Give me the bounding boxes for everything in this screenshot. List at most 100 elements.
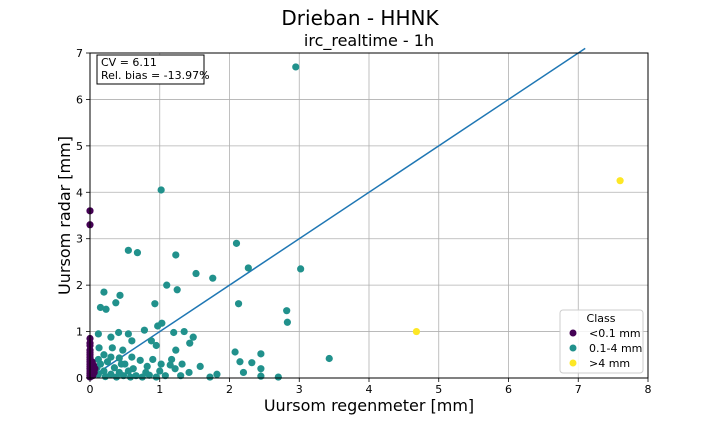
scatter-point xyxy=(297,265,305,273)
scatter-point xyxy=(124,367,132,375)
scatter-point xyxy=(292,63,300,71)
y-tick-label: 5 xyxy=(76,140,83,153)
scatter-point xyxy=(154,322,162,330)
scatter-point xyxy=(157,186,165,194)
scatter-point xyxy=(274,373,282,381)
y-tick-label: 0 xyxy=(76,372,83,385)
legend-marker-mid xyxy=(569,344,577,352)
scatter-point xyxy=(161,372,169,380)
scatter-point xyxy=(110,364,119,372)
axis-ticks: 0 1 2 3 4 5 6 7 8 0 1 2 3 4 5 6 7 xyxy=(76,47,652,396)
y-tick-label: 6 xyxy=(76,93,83,106)
x-tick-label: 1 xyxy=(156,383,163,396)
scatter-point xyxy=(206,373,214,381)
x-axis-label: Uursom regenmeter [mm] xyxy=(264,396,474,415)
y-tick-label: 3 xyxy=(76,233,83,246)
scatter-point xyxy=(248,359,256,367)
scatter-point xyxy=(185,368,193,377)
legend-label-high: >4 mm xyxy=(589,357,630,370)
scatter-point xyxy=(157,360,165,368)
scatter-point xyxy=(232,239,241,247)
scatter-point xyxy=(172,346,180,354)
y-tick-label: 4 xyxy=(76,186,83,199)
scatter-point xyxy=(149,355,157,364)
scatter-point xyxy=(168,355,176,364)
legend-marker-low xyxy=(569,329,577,337)
scatter-point xyxy=(119,346,127,354)
x-tick-label: 0 xyxy=(87,383,94,396)
scatter-point xyxy=(108,344,116,352)
scatter-point xyxy=(126,373,135,381)
scatter-point xyxy=(133,249,142,257)
legend-marker-high xyxy=(569,359,577,367)
x-tick-label: 3 xyxy=(296,383,303,396)
y-tick-label: 7 xyxy=(76,47,83,60)
scatter-point xyxy=(189,333,197,341)
scatter-point xyxy=(186,339,194,347)
scatter-point xyxy=(283,307,291,315)
scatter-point xyxy=(239,368,248,377)
scatter-point xyxy=(95,344,103,352)
scatter-point xyxy=(412,327,421,336)
scatter-point xyxy=(257,365,265,373)
scatter-point xyxy=(100,367,108,375)
legend-title: Class xyxy=(587,312,616,325)
scatter-point xyxy=(325,354,333,363)
scatter-point xyxy=(119,372,128,380)
scatter-point xyxy=(209,274,217,282)
scatter-point xyxy=(112,373,121,381)
rel-bias-text: Rel. bias = -13.97% xyxy=(101,69,210,82)
x-tick-label: 2 xyxy=(226,383,233,396)
scatter-point xyxy=(94,330,102,338)
scatter-point xyxy=(616,177,624,185)
scatter-point xyxy=(132,372,140,380)
scatter-point xyxy=(100,351,108,359)
scatter-point xyxy=(124,246,132,254)
scatter-point xyxy=(178,360,186,368)
scatter-point xyxy=(257,350,265,358)
scatter-point xyxy=(101,373,109,381)
scatter-point xyxy=(100,288,108,296)
x-tick-label: 8 xyxy=(645,383,652,396)
scatter-point xyxy=(124,330,132,338)
scatter-point xyxy=(143,362,151,370)
scatter-point xyxy=(234,300,243,308)
scatter-point xyxy=(94,355,102,364)
scatter-point xyxy=(112,299,120,307)
legend-label-mid: 0.1-4 mm xyxy=(589,342,642,355)
scatter-point xyxy=(116,291,124,299)
chart-title: irc_realtime - 1h xyxy=(304,31,434,51)
y-tick-label: 1 xyxy=(76,326,83,339)
scatter-point xyxy=(96,303,105,312)
annotation-box xyxy=(96,54,205,85)
scatter-point xyxy=(283,318,291,326)
cv-text: CV = 6.11 xyxy=(101,56,157,69)
scatter-point xyxy=(213,370,221,378)
scatter-point xyxy=(128,353,136,361)
scatter-point xyxy=(142,368,150,377)
scatter-point xyxy=(151,300,159,308)
scatter-point xyxy=(163,281,171,289)
scatter-point xyxy=(196,362,204,370)
x-tick-label: 7 xyxy=(575,383,582,396)
legend: Class <0.1 mm 0.1-4 mm >4 mm xyxy=(559,309,644,374)
scatter-point xyxy=(103,358,112,366)
scatter-point xyxy=(177,372,185,380)
scatter-point xyxy=(115,354,123,362)
stats-annotation: CV = 6.11 Rel. bias = -13.97% xyxy=(96,54,210,85)
scatter-point xyxy=(171,365,179,373)
scatter-point xyxy=(136,356,144,364)
scatter-point xyxy=(173,286,181,294)
scatter-point xyxy=(114,328,123,337)
reference-line xyxy=(89,47,586,379)
scatter-point xyxy=(244,264,252,272)
scatter-point xyxy=(102,305,110,313)
y-tick-label: 2 xyxy=(76,279,83,292)
scatter-point xyxy=(140,326,149,334)
scatter-point xyxy=(166,361,174,369)
scatter-point xyxy=(147,337,155,345)
scatter-point xyxy=(257,372,265,380)
scatter-point xyxy=(231,348,239,356)
scatter-point xyxy=(236,358,244,366)
scatter-point xyxy=(91,365,99,373)
